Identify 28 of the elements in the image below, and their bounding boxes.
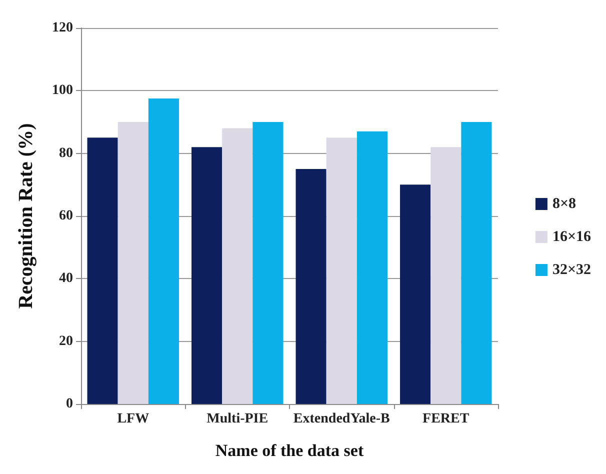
bar — [192, 147, 222, 404]
bar — [356, 131, 388, 404]
bar — [118, 122, 148, 404]
bar — [87, 138, 118, 404]
bar — [148, 98, 179, 404]
y-tick-label: 100 — [52, 83, 73, 98]
x-tick-label: Multi-PIE — [206, 412, 268, 426]
bar — [461, 122, 492, 404]
y-tick-label: 120 — [52, 20, 73, 36]
y-tick-label: 60 — [59, 208, 73, 224]
bar — [400, 184, 431, 404]
legend-label: 8×8 — [552, 196, 576, 212]
bar — [252, 122, 284, 404]
bar — [430, 147, 462, 404]
x-tick-label: LFW — [117, 412, 150, 426]
bar — [296, 169, 326, 404]
bar — [222, 128, 253, 404]
y-tick-label: 20 — [59, 334, 73, 349]
y-axis-title: Recognition Rate (%) — [15, 123, 37, 309]
bar — [326, 138, 357, 404]
x-tick-label: FERET — [422, 412, 470, 426]
y-tick-label: 40 — [59, 271, 73, 286]
x-axis-title: Name of the data set — [215, 441, 364, 460]
legend-label: 32×32 — [552, 262, 592, 278]
legend-label: 16×16 — [552, 229, 592, 245]
y-tick-label: 80 — [59, 146, 73, 161]
y-tick-label: 0 — [66, 396, 73, 412]
x-tick-label: ExtendedYale-B — [293, 412, 390, 426]
